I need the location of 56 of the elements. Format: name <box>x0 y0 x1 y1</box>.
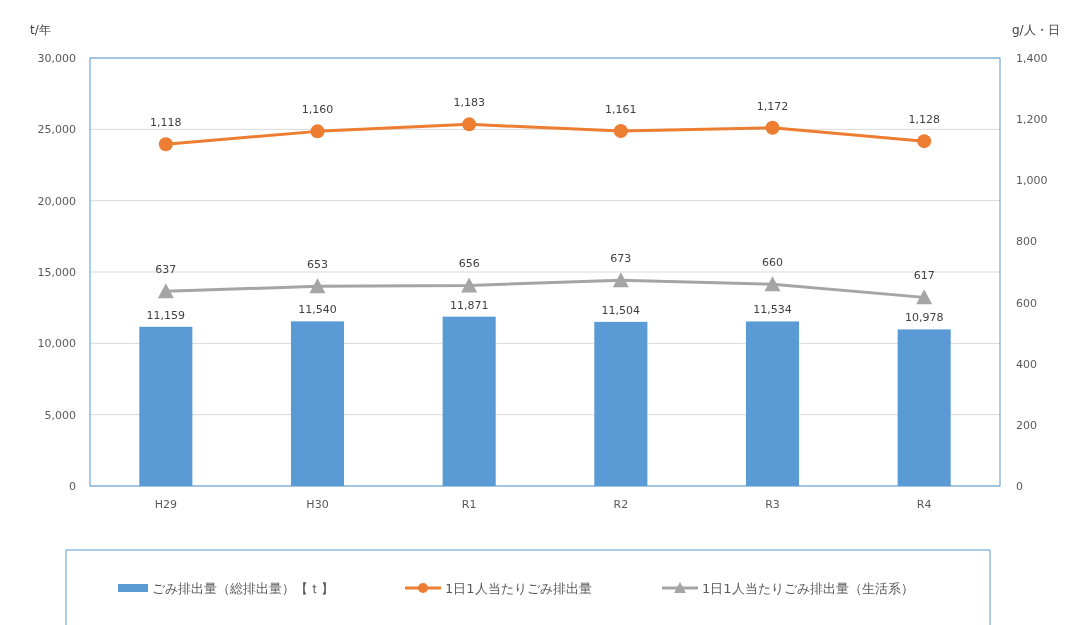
x-tick-label: R3 <box>765 498 780 511</box>
y2-tick-label: 1,400 <box>1016 52 1048 65</box>
legend-label: 1日1人当たりごみ排出量 <box>445 581 592 596</box>
point <box>157 283 174 299</box>
point <box>462 117 477 132</box>
data-label: 1,183 <box>453 96 485 110</box>
y-tick-label: 30,000 <box>37 52 76 65</box>
y2-axis-title: g/人・日 <box>1012 23 1060 37</box>
data-label: 10,978 <box>904 311 944 325</box>
x-tick-label: H29 <box>154 498 177 511</box>
y2-tick-label: 400 <box>1016 357 1037 371</box>
data-label: 656 <box>458 257 480 271</box>
point <box>765 120 780 135</box>
data-label: 1,128 <box>908 113 940 127</box>
point <box>310 124 325 139</box>
data-label: 11,534 <box>753 303 792 317</box>
x-tick-label: R1 <box>461 498 477 511</box>
x-tick-label: R2 <box>613 498 629 511</box>
data-label: 637 <box>155 263 177 277</box>
data-label: 1,161 <box>605 103 637 117</box>
data-label: 1,172 <box>756 99 789 113</box>
data-label: 11,540 <box>298 303 337 317</box>
y2-tick-label: 200 <box>1016 418 1037 432</box>
data-label: 1,160 <box>301 103 334 117</box>
point <box>461 277 478 293</box>
y2-tick-label: 1,000 <box>1016 174 1048 188</box>
data-label: 11,159 <box>146 308 186 322</box>
data-label: 653 <box>307 258 328 272</box>
data-label: 673 <box>610 252 632 266</box>
data-label: 11,504 <box>601 303 641 317</box>
y-tick-label: 10,000 <box>37 337 76 351</box>
data-label: 11,871 <box>449 298 489 312</box>
y-tick-label: 20,000 <box>37 194 76 208</box>
x-tick-label: R4 <box>916 498 932 511</box>
y2-tick-label: 1,200 <box>1016 113 1048 127</box>
point <box>309 278 326 294</box>
y2-tick-label: 600 <box>1016 296 1037 310</box>
y-tick-label: 15,000 <box>37 266 76 279</box>
point <box>612 272 629 288</box>
data-label: 1,118 <box>150 116 182 130</box>
point <box>613 124 628 139</box>
point <box>917 134 932 149</box>
data-label: 617 <box>913 269 935 283</box>
y2-tick-label: 0 <box>1016 480 1023 493</box>
legend-label: ごみ排出量（総排出量）【ｔ】 <box>152 581 334 596</box>
point <box>764 276 781 292</box>
point <box>916 289 933 305</box>
y-axis-title: t/年 <box>30 23 51 37</box>
y2-tick-label: 800 <box>1016 235 1037 249</box>
point <box>158 137 173 152</box>
legend-label: 1日1人当たりごみ排出量（生活系） <box>702 581 914 596</box>
y-tick-label: 25,000 <box>37 123 76 137</box>
y-tick-label: 5,000 <box>44 408 76 422</box>
data-label: 660 <box>762 256 783 270</box>
x-tick-label: H30 <box>306 498 329 511</box>
y-tick-label: 0 <box>69 480 76 493</box>
